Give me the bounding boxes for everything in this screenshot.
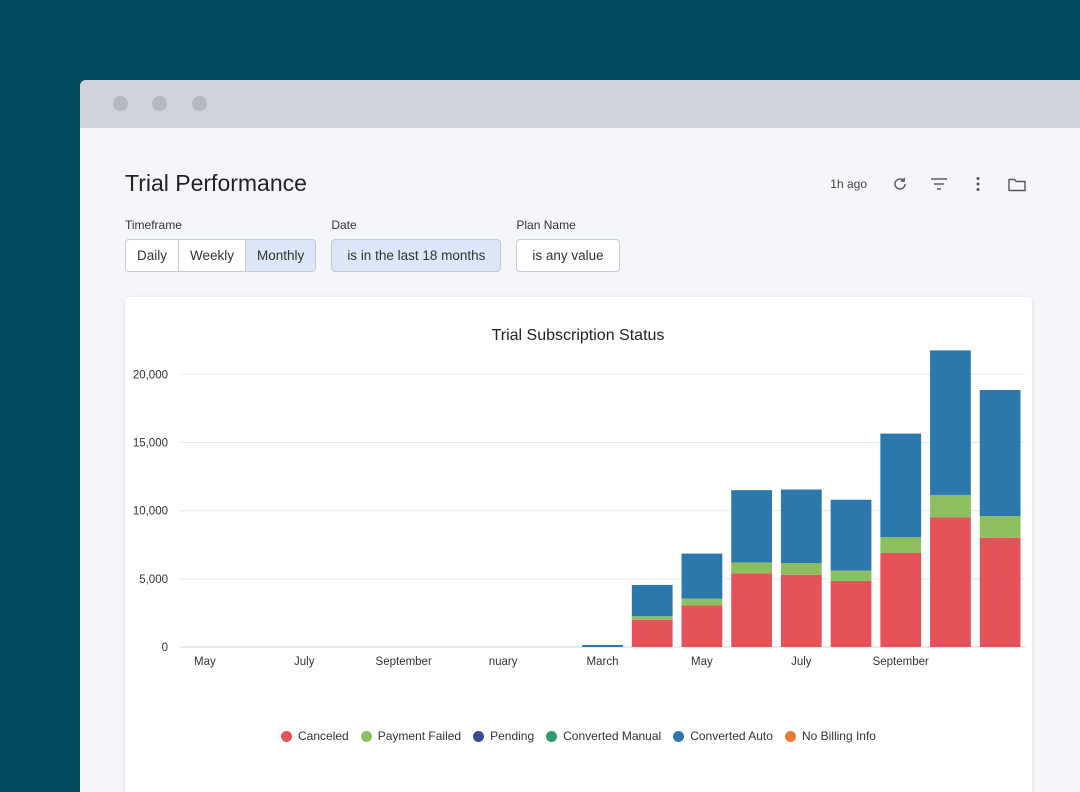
legend-item[interactable]: Converted Manual: [546, 729, 661, 743]
timeframe-toggle: Daily Weekly Monthly: [125, 239, 317, 272]
legend-label: Canceled: [298, 729, 349, 743]
legend-label: Converted Auto: [690, 729, 773, 743]
legend-swatch: [673, 730, 685, 742]
legend-swatch: [784, 730, 796, 742]
bar-converted-auto: [979, 389, 1021, 517]
more-options-button[interactable]: [960, 173, 996, 195]
y-tick-label: 20,000: [133, 369, 168, 381]
legend-swatch: [546, 730, 558, 742]
legend-item[interactable]: Pending: [473, 729, 534, 743]
timeframe-filter: Timeframe Daily Weekly Monthly: [125, 218, 317, 272]
window-maximize-button[interactable]: [192, 96, 207, 111]
legend-label: Converted Manual: [563, 729, 662, 743]
last-updated-text: 1h ago: [830, 177, 867, 191]
bar-payment-failed: [930, 494, 971, 518]
legend-label: Pending: [490, 729, 535, 743]
legend-swatch: [281, 730, 293, 742]
legend-item[interactable]: Canceled: [281, 729, 349, 743]
bar-payment-failed: [979, 516, 1021, 538]
bar-converted-auto: [681, 553, 723, 599]
legend-item[interactable]: No Billing Info: [784, 729, 876, 743]
chart-title: Trial Subscription Status: [492, 327, 665, 344]
refresh-button[interactable]: [882, 173, 918, 195]
y-tick-label: 0: [162, 642, 168, 654]
x-tick-label: May: [691, 656, 713, 668]
bar-converted-auto: [880, 433, 922, 538]
bar-canceled: [830, 580, 872, 647]
bar-converted-auto: [780, 489, 822, 564]
refresh-icon: [894, 177, 906, 190]
timeframe-monthly-button[interactable]: Monthly: [246, 240, 316, 271]
folder-icon: [1008, 178, 1026, 191]
app-window: Trial Performance 1h ago: [80, 80, 1080, 792]
timeframe-daily-button[interactable]: Daily: [126, 240, 180, 271]
dashboard-toolbar: 1h ago: [830, 173, 1035, 195]
filter-button[interactable]: [921, 173, 957, 195]
bar-converted-auto: [930, 350, 971, 495]
trial-subscription-chart: Trial Subscription Status 0 5,000 10,000 15…: [133, 327, 1025, 668]
legend-label: No Billing Info: [801, 729, 876, 743]
plan-filter: Plan Name is any value: [516, 218, 620, 272]
timeframe-weekly-button[interactable]: Weekly: [179, 240, 247, 271]
bar-payment-failed: [681, 598, 723, 606]
chart-legend: Canceled Payment Failed Pending Converted M…: [125, 729, 1032, 743]
bar-payment-failed: [731, 562, 772, 574]
window-titlebar: [80, 80, 1080, 128]
filter-bar: Timeframe Daily Weekly Monthly Date is i…: [125, 218, 635, 272]
folder-button[interactable]: [999, 173, 1035, 195]
y-tick-label: 10,000: [133, 506, 168, 518]
bar-converted-auto: [582, 644, 623, 647]
filter-icon: [931, 178, 947, 190]
legend-swatch: [473, 730, 485, 742]
bar-canceled: [930, 517, 971, 647]
date-label: Date: [331, 218, 357, 232]
x-tick-label: September: [376, 656, 432, 668]
legend-item[interactable]: Converted Auto: [673, 729, 773, 743]
x-tick-label: July: [294, 656, 315, 668]
page-title: Trial Performance: [125, 170, 307, 196]
plan-name-label: Plan Name: [516, 218, 576, 232]
bar-converted-auto: [631, 584, 673, 617]
x-tick-label: July: [791, 656, 812, 668]
bar-payment-failed: [631, 616, 673, 620]
plan-filter-button[interactable]: is any value: [516, 239, 620, 272]
bar-canceled: [780, 574, 822, 647]
timeframe-label: Timeframe: [125, 218, 182, 232]
bar-payment-failed: [830, 570, 872, 581]
window-close-button[interactable]: [113, 96, 128, 111]
bar-canceled: [631, 619, 673, 647]
x-tick-label: May: [194, 656, 216, 668]
bar-converted-auto: [830, 499, 872, 571]
bar-canceled: [731, 573, 772, 647]
bar-converted-auto: [731, 490, 772, 563]
date-filter: Date is in the last 18 months: [331, 218, 502, 272]
bar-canceled: [880, 552, 922, 647]
x-tick-label: March: [587, 656, 619, 668]
bar-payment-failed: [780, 563, 822, 575]
window-minimize-button[interactable]: [152, 96, 167, 111]
legend-label: Payment Failed: [377, 729, 462, 743]
x-tick-label: September: [873, 656, 929, 668]
y-tick-label: 15,000: [133, 437, 168, 449]
bar-payment-failed: [880, 537, 922, 553]
bar-canceled: [681, 605, 723, 647]
chart-card: Trial Subscription Status 0 5,000 10,000 15…: [125, 297, 1032, 792]
x-tick-label: nuary: [489, 656, 518, 668]
date-filter-button[interactable]: is in the last 18 months: [331, 239, 502, 272]
bar-canceled: [979, 537, 1021, 647]
legend-item[interactable]: Payment Failed: [360, 729, 462, 743]
legend-swatch: [360, 730, 372, 742]
y-tick-label: 5,000: [139, 574, 168, 586]
more-vertical-icon: [976, 177, 980, 191]
